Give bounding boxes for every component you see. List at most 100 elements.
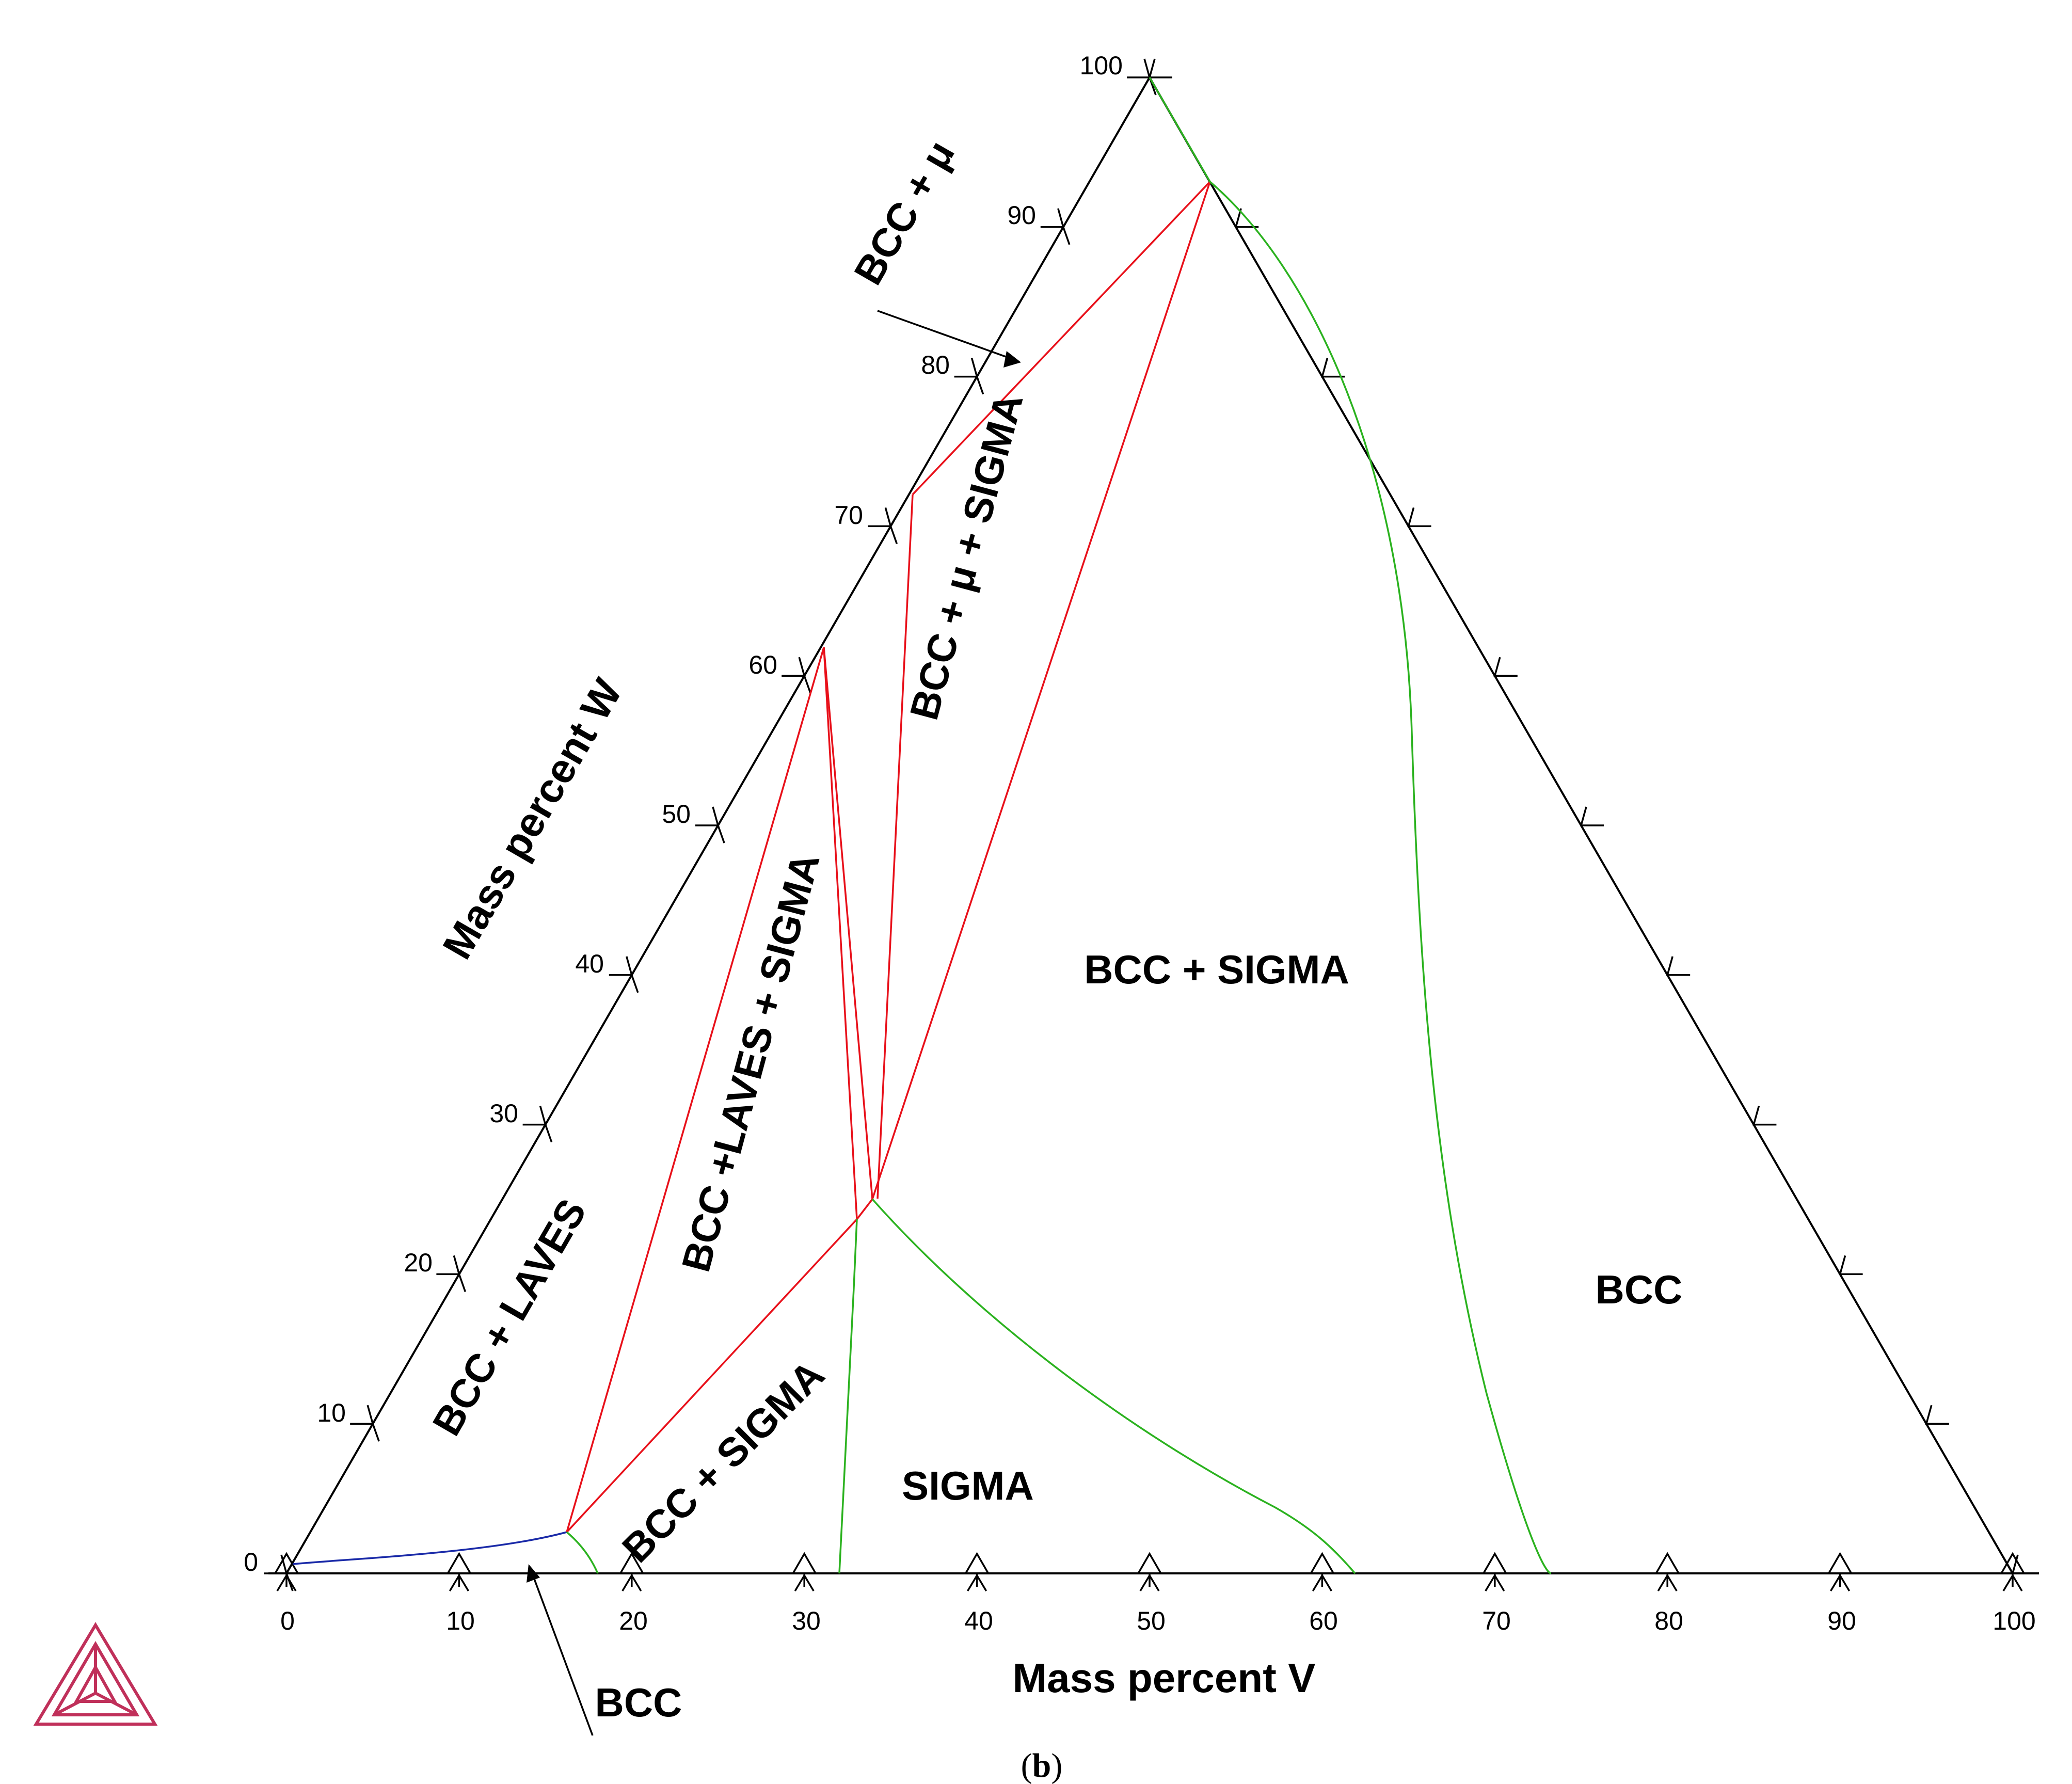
tie-line-mu-a <box>876 494 914 1199</box>
tie-line-mu-sigma <box>871 181 1211 1200</box>
bottom-tick-label: 60 <box>1309 1606 1338 1635</box>
right-tick-marks <box>1148 58 2035 1574</box>
bottom-tick-label: 70 <box>1482 1606 1511 1635</box>
sigma-left-boundary <box>838 1219 858 1574</box>
sigma-right-boundary <box>871 1198 1356 1574</box>
left-tick-mark-b <box>458 1273 467 1292</box>
left-tick-label: 50 <box>662 800 691 829</box>
left-tick-mark-b <box>544 1124 553 1143</box>
thermo-calc-logo-icon <box>33 1622 158 1726</box>
bottom-tick-mark <box>1655 1552 1680 1574</box>
left-tick-mark <box>264 1554 288 1574</box>
right-tick-mark <box>1321 358 1345 378</box>
right-tick-mark <box>1407 507 1431 528</box>
left-tick-mark-b <box>631 975 639 993</box>
left-tick-label: 100 <box>1080 51 1123 80</box>
bcc-mu-arrow <box>877 310 1016 361</box>
bottom-tick-label: 80 <box>1654 1606 1683 1635</box>
label-bcc-bottom: BCC <box>595 1680 682 1725</box>
left-tick-label: 60 <box>748 650 777 679</box>
bottom-tick-foot <box>1485 1573 1505 1591</box>
bottom-tick-foot <box>1657 1573 1678 1591</box>
right-tick-mark <box>1752 1106 1777 1126</box>
left-tick-mark <box>868 507 892 528</box>
subfigure-open-paren: ( <box>1021 1747 1032 1784</box>
label-bcc-sigma-large: BCC + SIGMA <box>1084 947 1349 992</box>
left-tick-mark <box>954 358 978 378</box>
left-tick-label: 0 <box>244 1548 258 1576</box>
right-tick-mark <box>1925 1405 1949 1425</box>
bcc-boundary-line <box>292 1531 567 1565</box>
bottom-tick-label: 0 <box>280 1606 295 1635</box>
bcc-bottom-arrow <box>530 1569 594 1736</box>
bottom-tick-mark <box>274 1552 299 1574</box>
left-tick-mark-b <box>889 525 898 544</box>
left-tick-label: 80 <box>921 351 950 379</box>
bottom-tick-foot <box>1139 1573 1160 1591</box>
label-bcc-laves: BCC + LAVES <box>423 1191 595 1443</box>
bottom-tick-foot <box>621 1573 642 1591</box>
left-axis-title: Mass percent W <box>434 671 631 966</box>
bottom-tick-mark <box>2000 1552 2025 1574</box>
bottom-tick-mark <box>447 1552 471 1574</box>
bottom-tick-label: 20 <box>619 1606 648 1635</box>
region-labels: BCC + μ BCC + μ + SIGMA BCC +LAVES + SIG… <box>423 133 1682 1725</box>
top-vertex-line <box>1149 77 1211 182</box>
left-tick-mark-b <box>372 1423 380 1442</box>
left-tick-label: 20 <box>404 1248 433 1277</box>
bcc-bottom-arrow-head <box>527 1564 540 1583</box>
annotation-arrows <box>527 310 1021 1736</box>
left-tick-marks <box>264 58 1157 1591</box>
tie-line-laves-b <box>823 647 873 1200</box>
bottom-tick-label: 50 <box>1137 1606 1166 1635</box>
left-tick-labels: 0 10 20 30 40 50 60 70 80 90 100 <box>244 51 1123 1576</box>
bcc-sigma-boundary-small <box>566 1531 599 1574</box>
left-tick-label: 10 <box>317 1398 346 1427</box>
bottom-tick-mark <box>1137 1552 1162 1574</box>
left-tick-mark <box>1040 208 1065 228</box>
left-tick-mark-b <box>803 675 811 694</box>
label-bcc-laves-sigma: BCC +LAVES + SIGMA <box>673 848 828 1276</box>
right-tick-mark <box>1234 208 1259 228</box>
bcc-mu-arrow-head <box>1003 351 1021 368</box>
bcc-right-boundary <box>1209 181 1552 1574</box>
subfigure-close-paren: ) <box>1051 1747 1062 1784</box>
left-tick-label: 30 <box>489 1099 518 1128</box>
subfigure-label: (b) <box>1021 1747 1063 1784</box>
phase-lines <box>292 77 1552 1574</box>
bottom-tick-foot <box>967 1573 987 1591</box>
bottom-tick-label: 10 <box>446 1606 475 1635</box>
bottom-tick-mark <box>792 1552 817 1574</box>
left-tick-mark <box>609 956 633 976</box>
left-tick-mark <box>522 1106 547 1126</box>
bottom-tick-label: 90 <box>1827 1606 1856 1635</box>
bottom-tick-foot <box>1830 1573 1851 1591</box>
label-bcc-sigma-small: BCC + SIGMA <box>613 1351 833 1571</box>
left-tick-mark <box>695 806 720 826</box>
left-tick-mark <box>1127 58 1151 78</box>
bottom-tick-label: 30 <box>792 1606 821 1635</box>
right-tick-mark <box>1148 58 1172 78</box>
bottom-axis-title: Mass percent V <box>1013 1655 1316 1701</box>
right-tick-mark <box>1493 657 1518 677</box>
left-tick-label: 70 <box>834 501 863 530</box>
bottom-tick-mark <box>965 1552 990 1574</box>
bottom-tick-foot <box>2002 1573 2023 1591</box>
bottom-tick-label: 40 <box>964 1606 993 1635</box>
left-tick-label: 40 <box>575 949 604 978</box>
bottom-tick-marks <box>274 1552 2025 1591</box>
left-tick-label: 90 <box>1007 201 1036 230</box>
bottom-tick-foot <box>449 1573 469 1591</box>
left-tick-mark-b <box>976 376 984 395</box>
label-bcc-right: BCC <box>1596 1267 1683 1312</box>
bottom-tick-mark <box>1483 1552 1507 1574</box>
bottom-tick-mark <box>1310 1552 1334 1574</box>
tie-line-laves-left <box>566 647 825 1533</box>
bottom-tick-foot <box>1312 1573 1332 1591</box>
bottom-tick-labels: 0 10 20 30 40 50 60 70 80 90 100 <box>280 1606 2036 1635</box>
right-tick-mark <box>1839 1255 1863 1276</box>
left-tick-mark <box>436 1255 460 1276</box>
bottom-tick-foot <box>794 1573 815 1591</box>
label-bcc-mu: BCC + μ <box>845 133 963 292</box>
